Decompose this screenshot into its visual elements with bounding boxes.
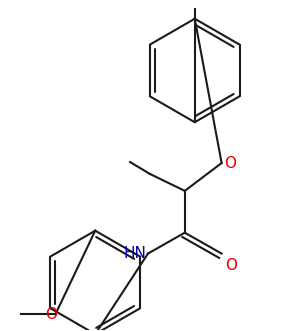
Text: O: O (225, 156, 237, 170)
Text: HN: HN (123, 246, 146, 261)
Text: O: O (45, 307, 57, 322)
Text: O: O (225, 258, 238, 272)
